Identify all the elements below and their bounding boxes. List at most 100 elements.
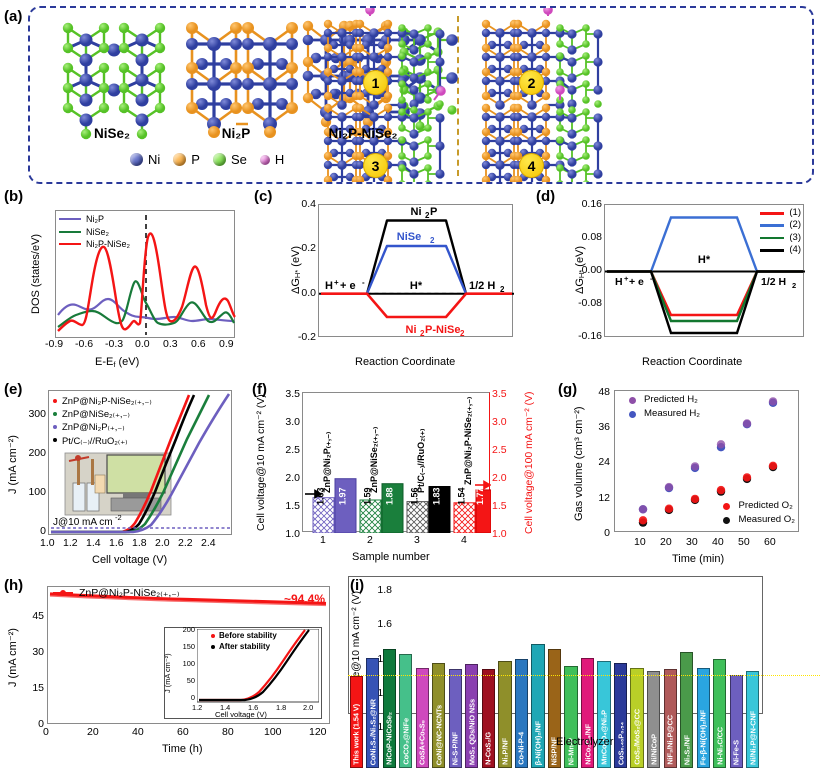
ytick-g-1: 36	[598, 421, 610, 433]
ytick-f-l0: 3.5	[285, 388, 300, 400]
panel-e-legend-item-1: ZnP@NiSe₂₍₊,₋₎	[53, 407, 152, 420]
panel-b-legend-item-nise2: NiSe₂	[59, 226, 130, 239]
xtick-h-4: 80	[222, 726, 234, 738]
legend-label-nise2: NiSe₂	[86, 226, 110, 237]
panel-h-inset-legend-after: After stability	[211, 641, 277, 652]
legend-dot-ni2p	[53, 425, 57, 429]
bar-label: Ni/Ni₂P@N-CNF	[748, 711, 758, 765]
panel-h-plot-area: ZnP@Ni₂P-NiSe₂₍₊,₋₎ ~94.4% J (mA cm⁻²) 2…	[47, 586, 330, 724]
svg-text:2: 2	[420, 329, 425, 338]
panel-e-xlabel: Cell voltage (V)	[92, 554, 168, 566]
bar-label: Ni₂P/NF	[500, 738, 510, 765]
panel-d-legend-item-2: (2)	[760, 219, 801, 231]
svg-text:H: H	[325, 280, 333, 292]
xtick-e-3: 1.6	[109, 537, 124, 549]
panel-h-chrono-curve	[49, 592, 327, 607]
panel-g-legend-item-predicted-h2: Predicted H₂	[629, 393, 700, 407]
legend-dot-het	[53, 398, 57, 403]
bar-label: Ni-S-P/NF	[450, 731, 460, 765]
structure-caption-ni2p-nise2: Ni₂P-NiSe₂	[328, 126, 398, 141]
ytick-g-0: 48	[598, 386, 610, 398]
xtick-hi-3: 1.8	[276, 703, 287, 712]
xtick-g-4: 50	[738, 536, 750, 548]
panel-h-inset-curves	[197, 629, 319, 703]
svg-text:+: +	[624, 274, 629, 283]
svg-text:1/2 H: 1/2 H	[761, 276, 786, 288]
p-atom-icon	[173, 153, 187, 166]
panel-d-label: (d)	[536, 188, 556, 205]
ytick-i-1: 1.6	[377, 618, 392, 630]
legend-swatch-site-1	[760, 211, 785, 215]
panel-d-xlabel: Reaction Coordinate	[642, 356, 743, 368]
panel-e-ylabel: J (mA cm⁻²)	[7, 435, 19, 495]
svg-text:+ e: + e	[340, 280, 356, 292]
legend-dot-predicted-o2	[723, 502, 731, 510]
ytick-e-1: 200	[28, 447, 46, 459]
xtick-e-4: 1.8	[132, 537, 147, 549]
bar-label: Ni-Ni₃C/CC	[715, 727, 725, 765]
bar-this-work: This work (1.54 V)	[349, 676, 363, 768]
svg-text:1.59: 1.59	[363, 487, 373, 505]
xtick-hi-4: 2.0	[303, 703, 314, 712]
legend-label-e-0: ZnP@Ni₂P-NiSe₂₍₊,₋₎	[62, 395, 152, 406]
ytick-f-r2: 2.5	[492, 444, 507, 456]
panel-b-label: (b)	[4, 188, 24, 205]
bar-label: MoS₂ QDs/NiO NSs	[467, 698, 477, 765]
panel-i-comparison: (i) Cell voltage@10 mA cm⁻² (V) 1.8 1.6 …	[348, 576, 820, 768]
legend-label-site-3: (3)	[789, 231, 801, 243]
panel-h-series-legend: ZnP@Ni₂P-NiSe₂₍₊,₋₎	[53, 587, 179, 599]
panel-a-structures: NiSe₂ Ni₂P Ni₂P-NiSe₂ Ni P Se H 1 2 3 4	[28, 6, 814, 184]
panel-g-scatter	[638, 397, 778, 527]
legend-label-after: After stability	[219, 642, 271, 651]
ytick-g-2: 24	[598, 456, 610, 468]
ytick-f-r4: 1.5	[492, 500, 507, 512]
bar-electrolyzer-20: Ni₃S₂/NF	[680, 652, 694, 768]
panel-e-legend-item-0: ZnP@Ni₂P-NiSe₂₍₊,₋₎	[53, 394, 152, 407]
panel-g-gas-volume: (g) Gas volume (cm³ cm⁻²) 48 36 24 12 0	[532, 380, 820, 576]
legend-swatch-site-3	[760, 236, 785, 240]
xtick-e-2: 1.4	[86, 537, 101, 549]
xtick-g-2: 30	[686, 536, 698, 548]
panel-f-bars: 1.63 1.97 1.59 1.88 1.56 1.83 1.54 1.77 …	[305, 397, 491, 533]
xtick-h-5: 100	[264, 726, 282, 738]
legend-label-e-2: ZnP@Ni₂P₍₊,₋₎	[62, 421, 125, 433]
panel-d-ylabel-pre: ΔG	[574, 278, 586, 295]
panel-e-label: (e)	[4, 381, 23, 398]
bar-label: β-Ni(OH)₂/NF	[533, 720, 543, 765]
bar-label: CoSA+Co₉S₈	[417, 719, 427, 765]
bar-electrolyzer-1: CoNi₂S₄/Ni₃S₂@NR	[366, 657, 380, 768]
ytick-h-2: 15	[32, 682, 44, 694]
panel-b-legend: Ni₂P NiSe₂ Ni₂P-NiSe₂	[59, 213, 130, 251]
panel-c-xlabel: Reaction Coordinate	[355, 356, 456, 368]
ytick-d-4: -0.16	[578, 330, 602, 342]
panel-c-label: (c)	[254, 188, 273, 205]
bar-label: Co-Ni-P-4	[516, 732, 526, 765]
bar-electrolyzer-8: N-CoS₂/G	[481, 669, 495, 768]
legend-label-before: Before stability	[219, 631, 277, 640]
site-badge-1: 1	[363, 70, 388, 95]
legend-label-predicted-h2: Predicted H₂	[644, 394, 698, 405]
panel-f-ylabel-left: Cell voltage@10 mA cm⁻² (V)	[256, 394, 267, 532]
panel-e-plot-area: J@10 mA cm -2 ZnP@Ni₂P-NiSe₂₍₊,₋₎ ZnP@Ni…	[48, 390, 232, 535]
ytick-f-l5: 1.0	[285, 528, 300, 540]
svg-text:Pt/C₍₋₎//RuO₂₍₊₎: Pt/C₍₋₎//RuO₂₍₊₎	[416, 429, 426, 493]
svg-text:2: 2	[460, 329, 465, 338]
bar-label: N-CoS₂/G	[483, 732, 493, 765]
site-badge-3: 3	[363, 153, 388, 178]
bar-electrolyzer-14: NiCo₂O₄/NF	[580, 657, 595, 768]
bar-electrolyzer-23: Ni-Fe-S	[729, 674, 743, 768]
ytick-hi-0: 200	[182, 625, 195, 634]
bar-label: Fe-β-Ni(OH)₂/NF	[698, 709, 708, 765]
legend-dot-measured-h2	[629, 410, 636, 418]
bar-label: This work (1.54 V)	[351, 703, 361, 765]
bar-electrolyzer-15: MnCo₂O₄@Ni₂P	[597, 660, 611, 768]
legend-label-measured-o2: Measured O₂	[738, 514, 795, 525]
xtick-hi-0: 1.2	[192, 703, 203, 712]
panel-b-xlabel-tail: (eV)	[115, 356, 140, 368]
panel-b-xlabel-sub: f	[113, 359, 116, 369]
xtick-h-1: 20	[87, 726, 99, 738]
svg-text:1.63: 1.63	[316, 487, 326, 505]
ytick-e-0: 300	[28, 408, 46, 420]
svg-text:ZnP@NiSe₂₍₊,₋₎: ZnP@NiSe₂₍₊,₋₎	[369, 427, 379, 493]
legend-swatch-ni2p	[59, 218, 81, 221]
